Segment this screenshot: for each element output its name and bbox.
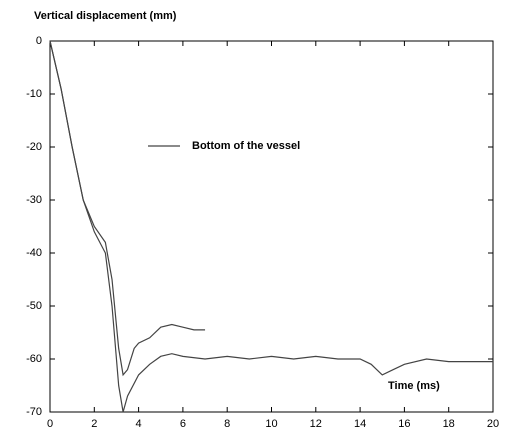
- x-tick-label: 18: [443, 418, 455, 430]
- y-tick-label: 0: [36, 35, 42, 47]
- series-line: [49, 40, 206, 377]
- y-tick-label: -30: [26, 194, 42, 206]
- x-tick-label: 0: [47, 418, 53, 430]
- y-tick-label: -60: [26, 353, 42, 365]
- x-tick-label: 8: [224, 418, 230, 430]
- legend-label: Bottom of the vessel: [192, 140, 300, 152]
- x-tick-label: 20: [487, 418, 499, 430]
- x-tick-label: 10: [265, 418, 277, 430]
- y-tick-label: -10: [26, 88, 42, 100]
- x-tick-label: 6: [180, 418, 186, 430]
- y-tick-label: -70: [26, 406, 42, 418]
- y-tick-label: -40: [26, 247, 42, 259]
- x-tick-label: 16: [398, 418, 410, 430]
- x-axis-label: Time (ms): [388, 380, 440, 392]
- y-tick-label: -20: [26, 141, 42, 153]
- x-tick-label: 14: [354, 418, 366, 430]
- x-tick-label: 12: [310, 418, 322, 430]
- x-tick-label: 4: [136, 418, 142, 430]
- series-line: [49, 40, 493, 413]
- y-tick-label: -50: [26, 300, 42, 312]
- x-tick-label: 2: [91, 418, 97, 430]
- y-axis-label: Vertical displacement (mm): [34, 10, 177, 22]
